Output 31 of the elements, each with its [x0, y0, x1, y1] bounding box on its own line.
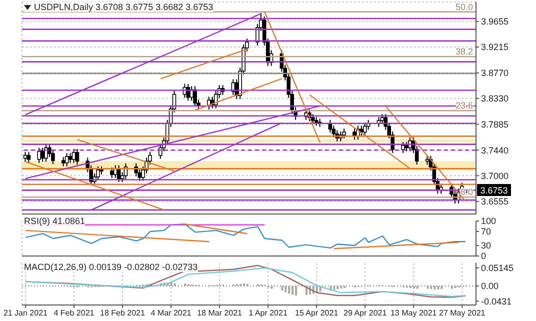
- x-tick-label: 29 Apr 2021: [344, 308, 388, 318]
- y-tick-label: 3.8330: [481, 94, 509, 104]
- y-tick-label: 0: [481, 251, 486, 262]
- x-tick-label: 4 Feb 2021: [54, 308, 95, 318]
- y-tick-label: 100: [481, 216, 496, 226]
- y-tick-label: 0.05145: [481, 262, 514, 273]
- x-tick-label: 18 Mar 2021: [197, 308, 243, 318]
- annotation: 38.2: [455, 46, 473, 57]
- y-tick-label: 3.9655: [481, 16, 509, 27]
- x-tick-label: 4 Mar 2021: [150, 308, 192, 318]
- y-tick-label: 3.9215: [481, 42, 509, 52]
- chart-title: USDPLN,Daily 3.6708 3.6775 3.6682 3.6753: [34, 2, 214, 12]
- y-tick-label: 3.7440: [481, 145, 509, 156]
- chart-title: MACD(12,26,9) 0.00139 -0.02802 -0.02733: [24, 262, 198, 272]
- chart-title: RSI(9) 41.0861: [24, 216, 86, 226]
- x-tick-label: 27 May 2021: [439, 308, 486, 318]
- y-tick-label: -0.0431: [481, 296, 512, 306]
- y-tick-label: 70: [481, 226, 492, 237]
- y-tick-label: 3.7000: [481, 170, 509, 181]
- ref-line-label: 3.6753: [480, 186, 508, 196]
- x-tick-label: 1 Apr 2021: [248, 308, 288, 318]
- y-tick-label: 3.7885: [481, 119, 509, 130]
- x-tick-label: 21 Jan 2021: [3, 308, 48, 318]
- x-tick-label: 15 Apr 2021: [295, 308, 339, 318]
- y-tick-label: 3.6555: [481, 196, 509, 207]
- x-tick-label: 13 May 2021: [390, 308, 438, 318]
- y-tick-label: 3.8770: [481, 68, 509, 78]
- x-tick-label: 18 Feb 2021: [100, 308, 146, 318]
- y-tick-label: 30: [481, 240, 492, 251]
- annotation: 50.0: [455, 2, 473, 12]
- y-tick-label: 0.00: [481, 281, 499, 292]
